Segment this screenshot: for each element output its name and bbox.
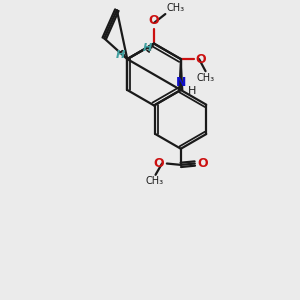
Text: O: O <box>196 52 206 66</box>
Text: O: O <box>149 14 159 27</box>
Text: CH₃: CH₃ <box>196 73 214 83</box>
Text: H: H <box>188 86 197 96</box>
Text: H: H <box>143 43 152 52</box>
Text: O: O <box>154 157 164 170</box>
Text: O: O <box>197 157 208 170</box>
Text: CH₃: CH₃ <box>145 176 163 186</box>
Text: H: H <box>116 50 125 60</box>
Text: N: N <box>176 76 186 89</box>
Polygon shape <box>179 59 183 90</box>
Text: CH₃: CH₃ <box>167 3 185 13</box>
